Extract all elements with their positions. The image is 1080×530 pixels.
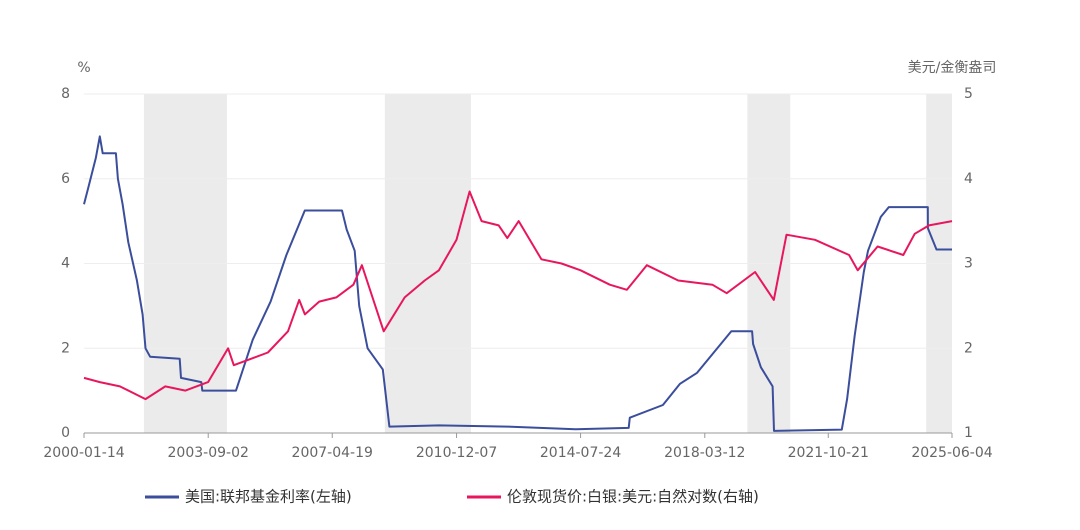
y-tick-label: 2 [61, 340, 70, 356]
x-tick-label: 2025-06-04 [911, 445, 992, 461]
x-tick-label: 2010-12-07 [416, 445, 497, 461]
y-tick-label: 6 [61, 171, 70, 187]
y2-tick-label: 3 [964, 256, 973, 272]
y-tick-label: 4 [61, 256, 70, 272]
x-tick-label: 2000-01-14 [43, 445, 124, 461]
y2-tick-label: 5 [964, 86, 973, 102]
series-line [83, 135, 952, 432]
legend-label: 伦敦现货价:白银:美元:自然对数(右轴) [507, 488, 759, 506]
x-tick-label: 2003-09-02 [168, 445, 249, 461]
x-tick-label: 2018-03-12 [664, 445, 745, 461]
x-tick-label: 2021-10-21 [788, 445, 869, 461]
x-tick-label: 2014-07-24 [540, 445, 621, 461]
y2-tick-label: 2 [964, 340, 973, 356]
y2-unit-label: 美元/金衡盎司 [908, 60, 997, 76]
y-tick-label: 8 [61, 86, 70, 102]
series-line [83, 190, 953, 401]
y2-tick-label: 1 [964, 425, 973, 441]
x-tick-label: 2007-04-19 [292, 445, 373, 461]
legend-label: 美国:联邦基金利率(左轴) [185, 488, 352, 506]
y2-tick-label: 4 [964, 171, 973, 187]
y-unit-label: % [77, 60, 90, 76]
y-tick-label: 0 [61, 425, 70, 441]
legend: 美国:联邦基金利率(左轴) 伦敦现货价:白银:美元:自然对数(右轴) [145, 488, 759, 506]
